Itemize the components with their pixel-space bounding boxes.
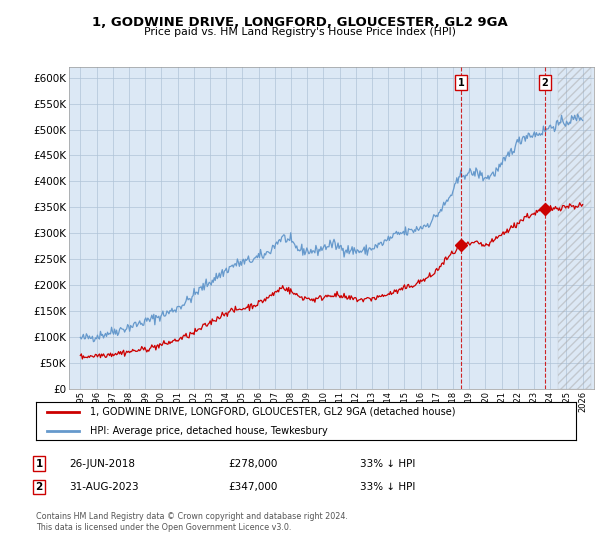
Text: 1: 1	[35, 459, 43, 469]
Text: HPI: Average price, detached house, Tewkesbury: HPI: Average price, detached house, Tewk…	[90, 426, 328, 436]
Text: £347,000: £347,000	[228, 482, 277, 492]
Text: 1, GODWINE DRIVE, LONGFORD, GLOUCESTER, GL2 9GA (detached house): 1, GODWINE DRIVE, LONGFORD, GLOUCESTER, …	[90, 407, 455, 417]
Text: £278,000: £278,000	[228, 459, 277, 469]
Text: 1, GODWINE DRIVE, LONGFORD, GLOUCESTER, GL2 9GA: 1, GODWINE DRIVE, LONGFORD, GLOUCESTER, …	[92, 16, 508, 29]
Text: 33% ↓ HPI: 33% ↓ HPI	[360, 482, 415, 492]
Text: 31-AUG-2023: 31-AUG-2023	[69, 482, 139, 492]
Text: 1: 1	[458, 78, 464, 88]
Text: Price paid vs. HM Land Registry's House Price Index (HPI): Price paid vs. HM Land Registry's House …	[144, 27, 456, 37]
Text: Contains HM Land Registry data © Crown copyright and database right 2024.
This d: Contains HM Land Registry data © Crown c…	[36, 512, 348, 532]
Text: 26-JUN-2018: 26-JUN-2018	[69, 459, 135, 469]
Text: 33% ↓ HPI: 33% ↓ HPI	[360, 459, 415, 469]
Text: 2: 2	[542, 78, 548, 88]
Text: 2: 2	[35, 482, 43, 492]
